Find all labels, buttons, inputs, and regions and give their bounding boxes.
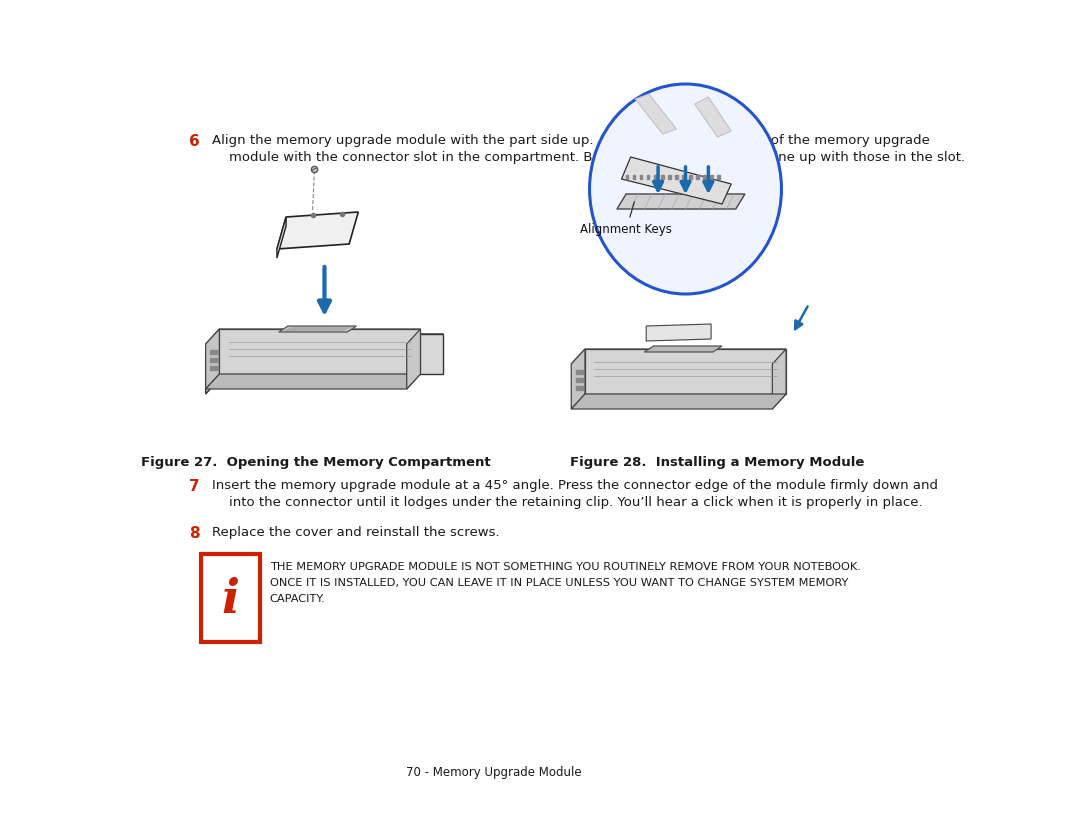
Polygon shape: [571, 394, 786, 409]
Text: into the connector until it lodges under the retaining clip. You’ll hear a click: into the connector until it lodges under…: [229, 496, 922, 509]
Bar: [647, 175, 649, 179]
Bar: [626, 175, 629, 179]
Polygon shape: [276, 217, 286, 258]
Bar: [717, 175, 719, 179]
Bar: [683, 175, 685, 179]
Text: Replace the cover and reinstall the screws.: Replace the cover and reinstall the scre…: [212, 526, 500, 539]
Polygon shape: [205, 329, 420, 344]
Polygon shape: [621, 157, 731, 204]
Polygon shape: [617, 194, 745, 209]
Text: module with the connector slot in the compartment. Be sure the alignment keys li: module with the connector slot in the co…: [229, 151, 964, 164]
Polygon shape: [279, 326, 356, 332]
Polygon shape: [205, 334, 443, 354]
Text: i: i: [221, 577, 240, 623]
Polygon shape: [205, 374, 420, 389]
Text: Insert the memory upgrade module at a 45° angle. Press the connector edge of the: Insert the memory upgrade module at a 45…: [212, 479, 939, 492]
Polygon shape: [224, 334, 443, 374]
Bar: [576, 378, 583, 382]
Text: CAPACITY.: CAPACITY.: [270, 594, 325, 604]
Polygon shape: [772, 349, 786, 409]
Bar: [703, 175, 705, 179]
Bar: [576, 370, 583, 374]
Bar: [654, 175, 657, 179]
Bar: [576, 386, 583, 390]
Text: Figure 27.  Opening the Memory Compartment: Figure 27. Opening the Memory Compartmen…: [140, 456, 490, 469]
Text: 6: 6: [189, 134, 199, 149]
Polygon shape: [219, 329, 420, 374]
Polygon shape: [646, 324, 711, 341]
Polygon shape: [283, 327, 352, 331]
Polygon shape: [205, 329, 219, 389]
Text: Align the memory upgrade module with the part side up. Align the connector edge : Align the memory upgrade module with the…: [212, 134, 930, 147]
Text: ONCE IT IS INSTALLED, YOU CAN LEAVE IT IN PLACE UNLESS YOU WANT TO CHANGE SYSTEM: ONCE IT IS INSTALLED, YOU CAN LEAVE IT I…: [270, 578, 848, 588]
Polygon shape: [645, 346, 723, 352]
Polygon shape: [276, 212, 359, 249]
Bar: [211, 350, 217, 354]
Polygon shape: [571, 349, 786, 364]
Polygon shape: [585, 349, 786, 394]
Text: 70 - Memory Upgrade Module: 70 - Memory Upgrade Module: [406, 766, 581, 779]
Bar: [661, 175, 663, 179]
Bar: [633, 175, 635, 179]
Polygon shape: [571, 349, 585, 409]
Text: 8: 8: [189, 526, 199, 541]
Polygon shape: [694, 97, 731, 137]
Text: Alignment Keys: Alignment Keys: [580, 202, 672, 235]
Bar: [675, 175, 677, 179]
Bar: [640, 175, 643, 179]
Polygon shape: [407, 329, 420, 389]
Bar: [669, 175, 671, 179]
Polygon shape: [205, 334, 224, 394]
Polygon shape: [635, 94, 676, 134]
Circle shape: [590, 84, 782, 294]
FancyBboxPatch shape: [201, 554, 260, 642]
Bar: [211, 358, 217, 362]
Text: 7: 7: [189, 479, 199, 494]
Bar: [689, 175, 691, 179]
Bar: [697, 175, 699, 179]
Bar: [711, 175, 713, 179]
Text: THE MEMORY UPGRADE MODULE IS NOT SOMETHING YOU ROUTINELY REMOVE FROM YOUR NOTEBO: THE MEMORY UPGRADE MODULE IS NOT SOMETHI…: [270, 562, 861, 572]
Text: Figure 28.  Installing a Memory Module: Figure 28. Installing a Memory Module: [570, 456, 865, 469]
Bar: [211, 366, 217, 370]
